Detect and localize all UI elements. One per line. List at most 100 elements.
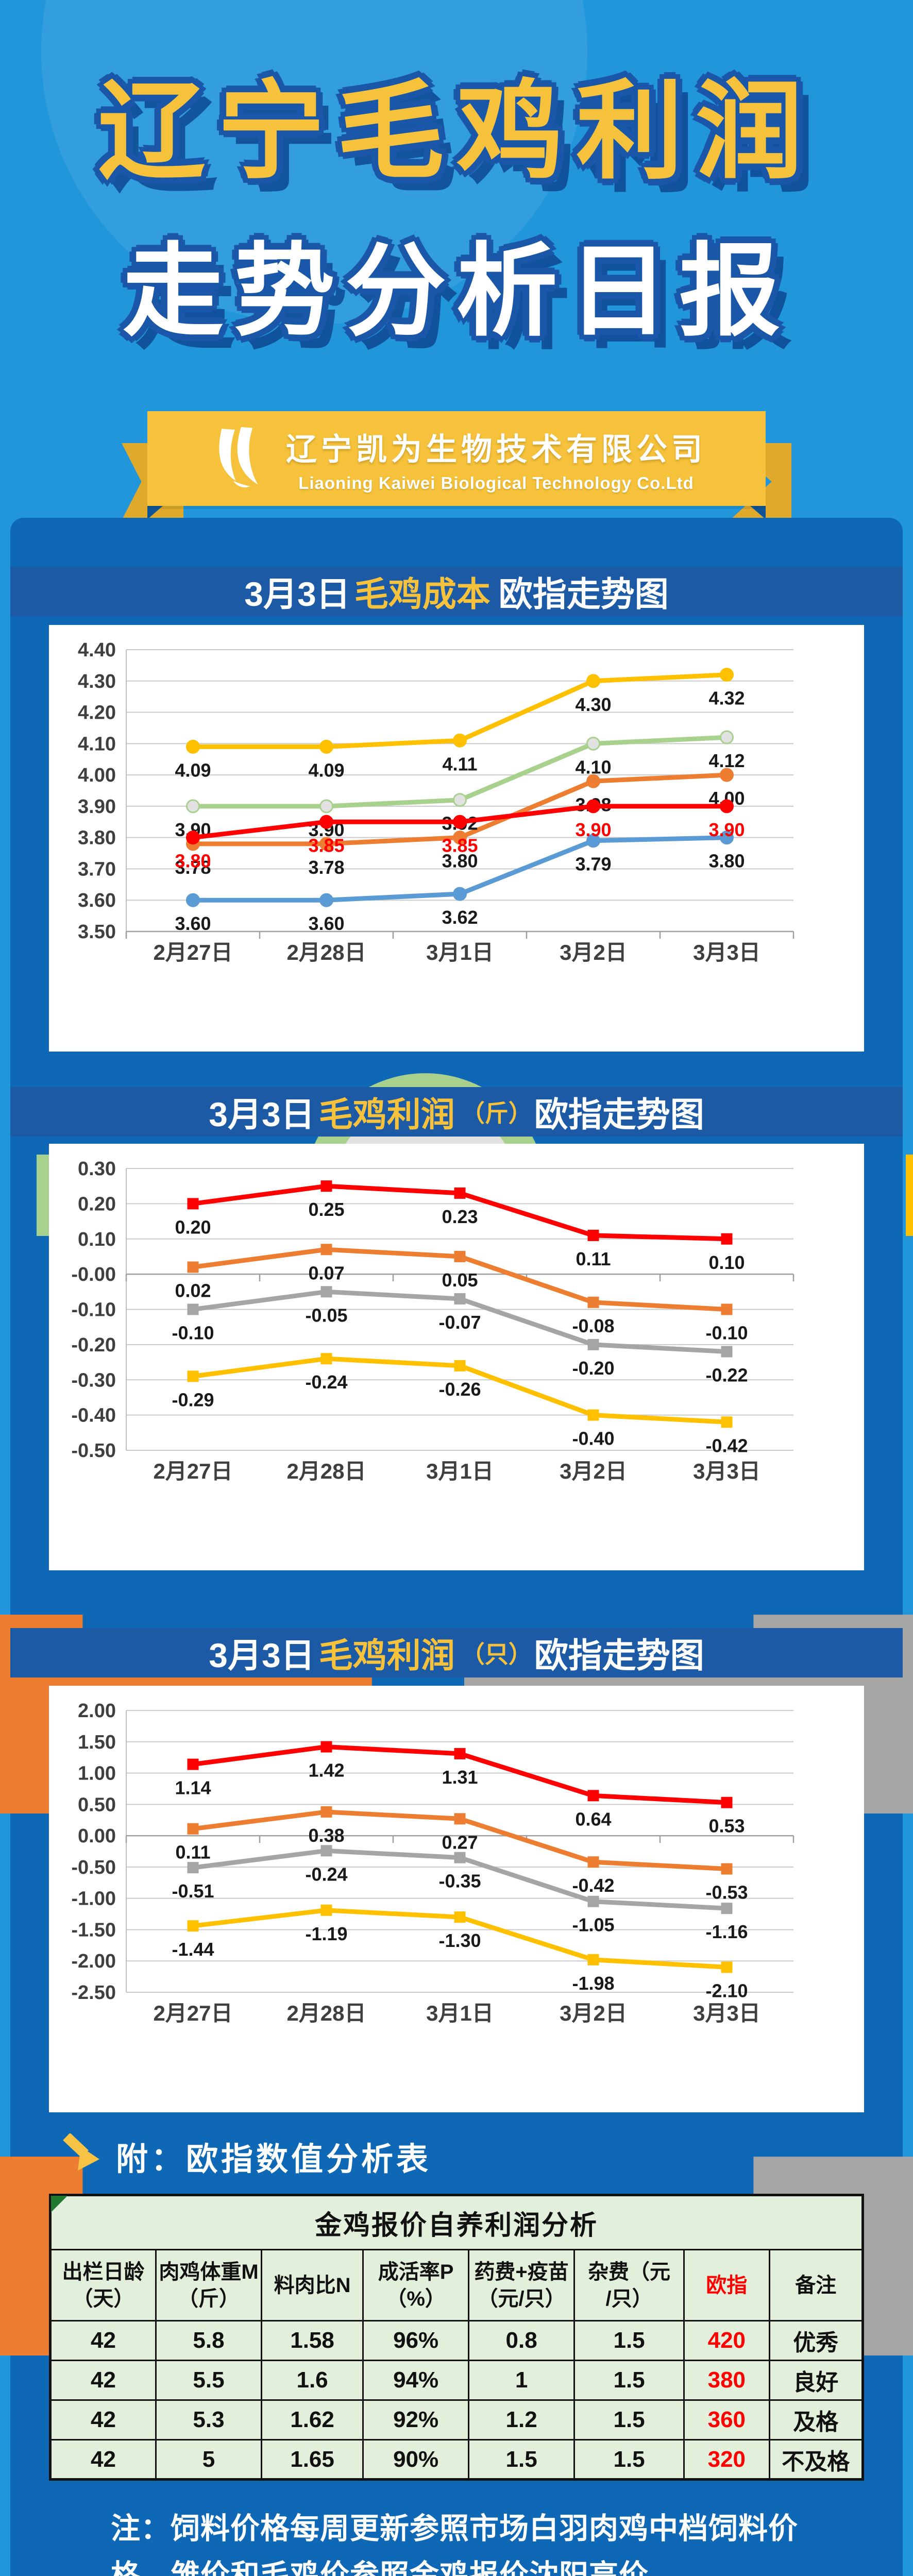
table-cell: 96% [362, 2320, 470, 2361]
table-header-cell: 料肉比N [260, 2249, 364, 2321]
table-cell: 380 [683, 2360, 770, 2401]
y-tick-label: 2.00 [78, 1700, 116, 1722]
section-suffix: 欧指走势图 [534, 1095, 704, 1133]
y-tick-label: 3.90 [78, 796, 116, 818]
data-label: -0.10 [172, 1323, 214, 1344]
data-label: -0.05 [305, 1304, 347, 1326]
data-label: 4.30 [575, 694, 611, 715]
chart-profit-zhi-card: 2.00 1.50 1.00 0.50 0.00 -0.50 -1.00 -1.50 -2.00… [0, 1686, 913, 2355]
data-label: -1.16 [705, 1921, 748, 1942]
table-cell: 良好 [768, 2360, 864, 2401]
company-name-block: 辽宁凯为生物技术有限公司 Liaoning Kaiwei Biological … [286, 425, 706, 493]
y-tick-label: 4.20 [78, 702, 116, 724]
table-cell: 1.62 [260, 2399, 364, 2441]
data-label: 4.32 [708, 688, 745, 709]
table-cell: 360 [683, 2399, 770, 2441]
y-tick-label: -1.00 [71, 1888, 116, 1910]
data-label: -0.24 [305, 1371, 347, 1393]
x-category-label: 3月2日 [560, 940, 627, 964]
data-label: -1.05 [572, 1914, 614, 1936]
data-label: 3.85 [308, 835, 344, 856]
x-category-label: 2月27日 [153, 940, 232, 964]
x-category-label: 2月28日 [286, 1459, 366, 1483]
data-label: -0.51 [172, 1880, 214, 1902]
x-category-label: 3月2日 [560, 2001, 627, 2025]
data-label: 0.20 [175, 1216, 211, 1238]
data-label: 3.90 [575, 819, 611, 840]
data-label: -1.44 [172, 1939, 214, 1960]
y-tick-label: 1.50 [78, 1732, 116, 1753]
data-label: -0.35 [438, 1871, 481, 1892]
x-category-label: 2月28日 [286, 2001, 366, 2025]
table-cell: 1.65 [260, 2439, 364, 2480]
data-label: -1.19 [305, 1923, 347, 1944]
company-banner: 辽宁凯为生物技术有限公司 Liaoning Kaiwei Biological … [0, 411, 913, 535]
data-label: 3.78 [175, 857, 211, 878]
arrow-down-right-icon [59, 2132, 103, 2179]
section-highlight: 毛鸡成本 [354, 575, 491, 613]
data-label: 0.38 [308, 1825, 344, 1846]
section-date: 3月3日 [244, 575, 350, 613]
ribbon-band: 辽宁凯为生物技术有限公司 Liaoning Kaiwei Biological … [147, 411, 766, 506]
profit-table: 金鸡报价自养利润分析 出栏日龄 （天） 肉鸡体重M （斤） 料肉比N 成活率P （%）药… [49, 2194, 864, 2481]
ribbon-fold-left [147, 506, 163, 519]
table-row: 42 5 1.65 90% 1.5 1.5 320 不及格 [49, 2439, 864, 2480]
appendix-header: 附：欧指数值分析表 [59, 2132, 432, 2179]
data-label: 3.60 [308, 913, 344, 934]
chart-plot: 4.40 4.30 4.20 4.10 4.00 3.90 3.80 3.70 3.60 3.50… [78, 639, 794, 964]
poster-title-line2: 走势分析日报 [122, 235, 790, 348]
data-label: 0.53 [708, 1816, 745, 1837]
table-cell: 1.5 [573, 2399, 685, 2441]
data-label: 3.80 [442, 851, 478, 872]
table-row: 42 5.8 1.58 96% 0.8 1.5 420 优秀 [49, 2320, 864, 2361]
table-cell: 及格 [768, 2399, 864, 2441]
y-tick-label: 4.30 [78, 671, 116, 692]
legend-item: 欧指380 [0, 1007, 21, 1383]
data-label: 3.62 [442, 907, 478, 928]
table-cell: 42 [49, 2360, 157, 2401]
y-tick-label: 3.80 [78, 827, 116, 849]
data-label: 0.05 [442, 1269, 478, 1291]
y-tick-label: 0.20 [78, 1193, 116, 1215]
section-title-profit-zhi: 3月3日 毛鸡利润 （只） 欧指走势图 [10, 1628, 903, 1677]
data-label: 3.78 [308, 857, 344, 878]
y-tick-label: -0.50 [71, 1440, 116, 1462]
table-header-cell: 成活率P （%） [362, 2249, 470, 2321]
section-title-profit-jin: 3月3日 毛鸡利润 （斤） 欧指走势图 [10, 1087, 903, 1137]
appendix-title: 附：欧指数值分析表 [116, 2142, 432, 2177]
data-label: -0.24 [305, 1863, 347, 1885]
y-tick-label: 1.00 [78, 1763, 116, 1785]
table-cell: 优秀 [768, 2320, 864, 2361]
data-label: -1.30 [438, 1930, 481, 1951]
x-category-label: 3月1日 [426, 2001, 494, 2025]
profit-table-wrap: 金鸡报价自养利润分析 出栏日龄 （天） 肉鸡体重M （斤） 料肉比N 成活率P （%）药… [49, 2194, 864, 2481]
x-category-label: 2月28日 [286, 940, 366, 964]
data-label: -0.53 [705, 1882, 748, 1903]
data-label: 0.64 [575, 1808, 611, 1829]
profit-table-head: 金鸡报价自养利润分析 出栏日龄 （天） 肉鸡体重M （斤） 料肉比N 成活率P （%）药… [49, 2194, 864, 2321]
data-label: -0.40 [572, 1428, 614, 1449]
table-header-cell: 欧指 [683, 2249, 770, 2321]
data-label: -0.20 [572, 1358, 614, 1379]
data-label: 0.25 [308, 1199, 344, 1220]
y-tick-label: 4.40 [78, 639, 116, 661]
data-label: 4.10 [575, 756, 611, 777]
chart-plot: 2.00 1.50 1.00 0.50 0.00 -0.50 -1.00 -1.50 -2.00… [71, 1700, 794, 2025]
table-cell: 1.5 [573, 2320, 685, 2361]
table-cell: 1.58 [260, 2320, 364, 2361]
data-label: -1.98 [572, 1973, 614, 1994]
section-date: 3月3日 [209, 1095, 315, 1133]
table-cell: 5.8 [155, 2320, 262, 2361]
chart-plot: 0.30 0.20 0.10 -0.00 -0.10 -0.20 -0.30 -0.40 -0.… [71, 1158, 794, 1483]
table-header-cell: 杂费（元 /只） [573, 2249, 685, 2321]
data-label: 3.79 [575, 854, 611, 875]
data-label: -0.22 [705, 1365, 748, 1386]
table-cell: 不及格 [768, 2439, 864, 2480]
y-tick-label: 0.30 [78, 1158, 116, 1180]
data-label: 1.31 [442, 1767, 478, 1788]
table-corner-mark [51, 2196, 67, 2212]
data-label: 4.11 [442, 753, 477, 774]
section-suffix: 欧指走势图 [534, 1636, 704, 1674]
data-label: -0.29 [172, 1389, 214, 1410]
